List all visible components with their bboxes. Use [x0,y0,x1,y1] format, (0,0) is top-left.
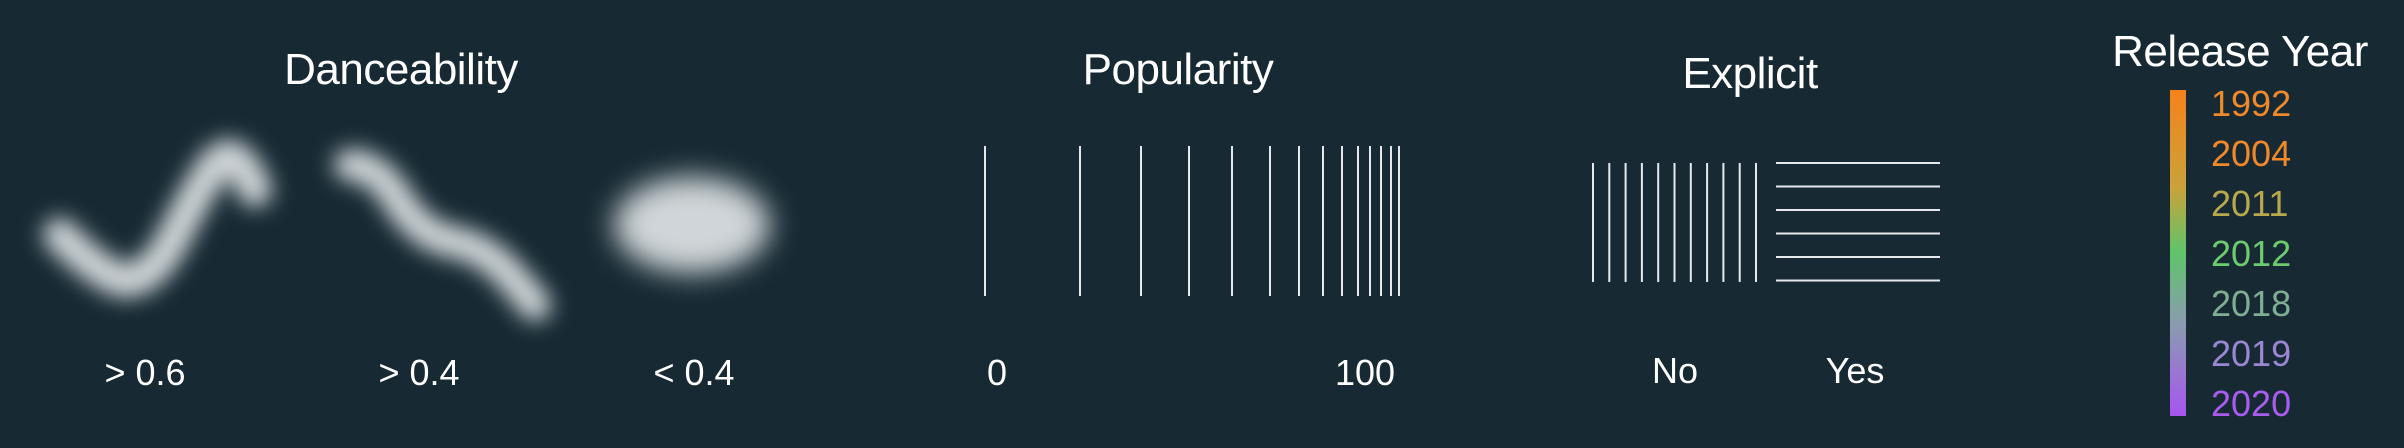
danceability-glyph-low [614,177,770,273]
popularity-min-label: 0 [986,352,1008,393]
explicit-yes-pattern [1776,162,1940,282]
danceability-label-high: > 0.6 [104,352,186,393]
release-year-label: 2020 [2211,383,2292,424]
explicit-title: Explicit [1682,49,1818,98]
release-year-gradient-bar [2170,90,2186,416]
popularity-max-label: 100 [1334,352,1396,393]
explicit-yes-label: Yes [1825,350,1885,391]
danceability-glyph-high [43,140,272,298]
release-year-label: 1992 [2211,83,2292,124]
danceability-glyph-medium [334,149,551,321]
danceability-label-medium: > 0.4 [378,352,460,393]
release-year-label: 2018 [2211,283,2292,324]
danceability-label-low: < 0.4 [653,352,735,393]
explicit-no-label: No [1651,350,1699,391]
release-year-title: Release Year [2112,27,2368,76]
release-year-label: 2012 [2211,233,2292,274]
popularity-scale [984,146,1400,296]
release-year-label: 2019 [2211,333,2292,374]
release-year-label: 2004 [2211,133,2292,174]
popularity-title: Popularity [1082,45,1274,94]
danceability-title: Danceability [284,45,518,94]
explicit-no-pattern [1592,163,1757,282]
release-year-label: 2011 [2211,183,2289,224]
